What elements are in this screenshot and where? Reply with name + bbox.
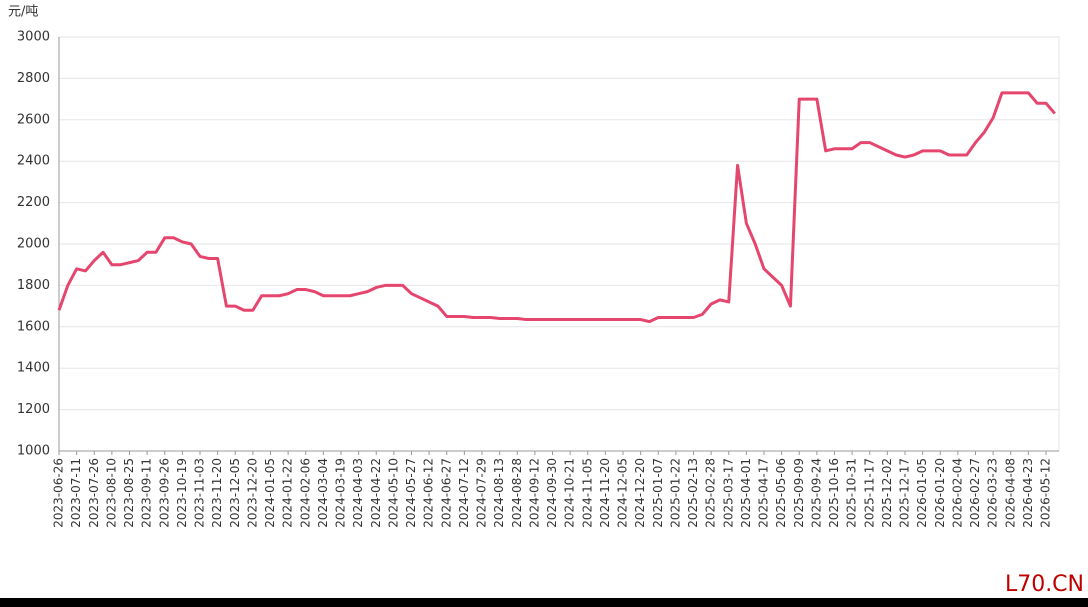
y-tick-label: 2600	[17, 112, 50, 127]
x-tick-label: 2023-07-11	[69, 458, 83, 528]
x-tick-label: 2024-04-03	[351, 458, 365, 528]
x-tick-label: 2026-02-27	[968, 458, 982, 528]
x-tick-label: 2024-05-10	[386, 458, 400, 528]
x-tick-label: 2024-12-05	[616, 458, 630, 528]
x-tick-label: 2023-06-26	[52, 458, 66, 528]
x-tick-label: 2023-07-26	[87, 458, 101, 528]
x-tick-label: 2023-08-10	[104, 458, 118, 528]
x-tick-label: 2024-01-05	[263, 458, 277, 528]
x-tick-label: 2025-04-17	[757, 458, 771, 528]
x-tick-label: 2024-10-21	[563, 458, 577, 528]
y-tick-label: 2400	[17, 154, 50, 169]
watermark: L70.CN	[1005, 572, 1084, 597]
x-tick-label: 2024-08-28	[510, 458, 524, 528]
y-tick-label: 2200	[17, 195, 50, 210]
x-tick-label: 2024-07-29	[475, 458, 489, 528]
x-tick-label: 2025-12-02	[880, 458, 894, 528]
x-tick-label: 2025-09-09	[792, 458, 806, 528]
x-tick-label: 2023-11-20	[210, 458, 224, 528]
x-tick-label: 2026-04-08	[1003, 458, 1017, 528]
x-tick-label: 2023-09-26	[157, 458, 171, 528]
x-tick-label: 2026-02-04	[950, 458, 964, 528]
x-tick-label: 2024-01-22	[281, 458, 295, 528]
x-tick-label: 2025-01-07	[651, 458, 665, 528]
x-tick-label: 2025-10-16	[827, 458, 841, 528]
x-tick-label: 2025-04-01	[739, 458, 753, 528]
x-tick-label: 2026-01-05	[915, 458, 929, 528]
x-tick-label: 2024-04-22	[369, 458, 383, 528]
x-tick-label: 2024-12-20	[633, 458, 647, 528]
x-tick-label: 2025-05-06	[774, 458, 788, 528]
x-tick-label: 2024-03-04	[316, 458, 330, 528]
x-tick-label: 2025-09-24	[809, 458, 823, 528]
x-tick-label: 2026-04-23	[1021, 458, 1035, 528]
y-tick-label: 1400	[17, 361, 50, 376]
x-tick-label: 2024-11-20	[598, 458, 612, 528]
x-tick-label: 2025-10-31	[845, 458, 859, 528]
x-tick-label: 2026-01-20	[933, 458, 947, 528]
x-tick-label: 2026-05-12	[1039, 458, 1053, 528]
bottom-bar	[0, 598, 1088, 607]
x-tick-label: 2024-09-30	[545, 458, 559, 528]
x-tick-label: 2024-11-05	[580, 458, 594, 528]
x-tick-label: 2023-12-20	[245, 458, 259, 528]
line-series	[57, 91, 1056, 324]
x-tick-label: 2026-03-23	[986, 458, 1000, 528]
x-tick-label: 2025-11-17	[862, 458, 876, 528]
y-tick-label: 1800	[17, 278, 50, 293]
x-tick-label: 2025-12-17	[898, 458, 912, 528]
x-tick-label: 2024-08-13	[492, 458, 506, 528]
x-tick-label: 2024-03-19	[334, 458, 348, 528]
y-tick-label: 2800	[17, 71, 50, 86]
y-unit: 元/吨	[8, 5, 38, 20]
x-tick-label: 2023-11-03	[193, 458, 207, 528]
x-tick-label: 2024-06-12	[422, 458, 436, 528]
x-tick-label: 2023-09-11	[140, 458, 154, 528]
x-tick-label: 2025-01-22	[668, 458, 682, 528]
x-tick-label: 2024-02-06	[298, 458, 312, 528]
y-tick-label: 3000	[17, 30, 50, 45]
x-tick-label: 2024-09-12	[527, 458, 541, 528]
x-tick-label: 2024-07-12	[457, 458, 471, 528]
x-tick-label: 2024-05-27	[404, 458, 418, 528]
x-tick-label: 2025-03-17	[721, 458, 735, 528]
x-tick-label: 2024-06-27	[439, 458, 453, 528]
y-tick-label: 1600	[17, 319, 50, 334]
x-tick-label: 2025-02-13	[686, 458, 700, 528]
y-tick-label: 2000	[17, 237, 50, 252]
x-tick-label: 2023-08-25	[122, 458, 136, 528]
y-tick-label: 1000	[17, 444, 50, 459]
x-tick-label: 2023-10-19	[175, 458, 189, 528]
x-tick-label: 2025-02-28	[704, 458, 718, 528]
y-tick-label: 1200	[17, 402, 50, 417]
x-tick-label: 2023-12-05	[228, 458, 242, 528]
